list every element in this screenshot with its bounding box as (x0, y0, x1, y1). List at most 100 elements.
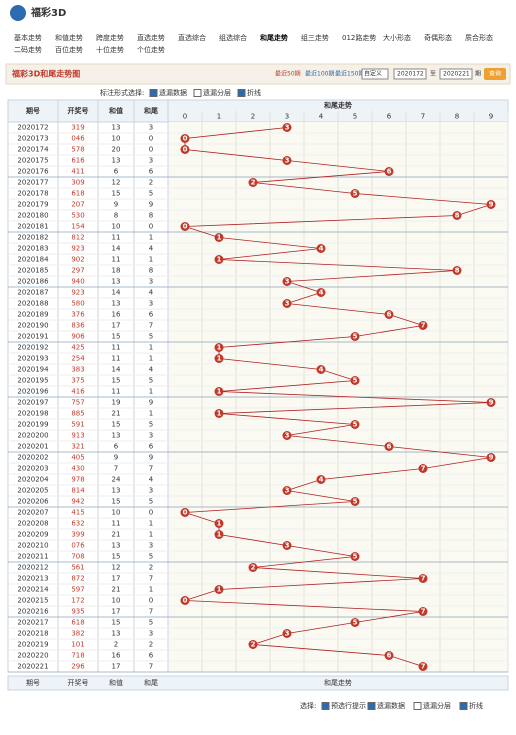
range-link[interactable]: 最近50期 (275, 70, 301, 78)
cell: 15 (112, 190, 121, 198)
nav-link[interactable]: 组选综合 (219, 33, 247, 42)
checkbox[interactable] (321, 702, 330, 710)
tail-ball-label: 7 (421, 465, 426, 473)
nav-link[interactable]: 直选综合 (178, 33, 206, 42)
cell: 597 (71, 586, 84, 594)
cell: 5 (149, 377, 153, 385)
digit-header: 7 (421, 113, 425, 121)
tail-ball-label: 1 (217, 520, 222, 528)
nav-link[interactable]: 质合形态 (465, 33, 493, 42)
range-link[interactable]: 最近150期 (335, 70, 364, 78)
tail-ball (214, 585, 224, 594)
cell: 5 (149, 333, 153, 341)
cell: 2020216 (17, 608, 49, 616)
to-input[interactable] (439, 68, 473, 80)
cell: 7 (149, 465, 153, 473)
cell: 580 (71, 300, 84, 308)
nav-link[interactable]: 基本走势 (14, 33, 42, 42)
query-label: 查询 (489, 70, 501, 78)
tail-ball (248, 563, 258, 572)
cell: 6 (149, 443, 154, 451)
cell: 3 (149, 278, 153, 286)
cell: 591 (71, 421, 84, 429)
cell: 2020217 (17, 619, 48, 627)
nav-link[interactable]: 组三走势 (301, 33, 329, 42)
tail-ball-label: 0 (183, 509, 188, 517)
nav-link[interactable]: 十位走势 (96, 45, 124, 54)
tail-ball-label: 5 (353, 333, 358, 341)
select-box[interactable] (361, 68, 389, 80)
cell: 1 (149, 586, 153, 594)
digit-header: 3 (285, 113, 289, 121)
query-button[interactable] (484, 68, 506, 80)
footer-column-header: 和尾 (144, 678, 158, 687)
nav-link[interactable]: 大小形态 (383, 33, 411, 42)
cell: 11 (112, 520, 121, 528)
cell: 15 (112, 553, 121, 561)
nav-link[interactable]: 和尾走势 (259, 33, 288, 42)
tail-ball-label: 8 (455, 212, 460, 220)
cell: 3 (149, 157, 153, 165)
checkbox[interactable] (367, 702, 376, 710)
cell: 2020189 (17, 311, 48, 319)
digit-header: 1 (217, 113, 221, 121)
cell: 2020199 (17, 421, 48, 429)
tail-ball (350, 376, 360, 385)
cell: 4 (149, 476, 154, 484)
cell: 11 (112, 256, 121, 264)
cell: 913 (71, 432, 84, 440)
cell: 2020192 (17, 344, 48, 352)
cell: 935 (71, 608, 84, 616)
checkbox-label: 遗漏分层 (203, 88, 231, 97)
nav-link[interactable]: 百位走势 (55, 45, 83, 54)
cell: 12 (112, 564, 121, 572)
nav-link[interactable]: 012路走势 (342, 33, 376, 42)
tail-ball (180, 508, 190, 517)
range-link[interactable]: 最近100期 (305, 70, 334, 78)
cell: 2020213 (17, 575, 48, 583)
cell: 21 (112, 410, 121, 418)
tail-ball-label: 6 (387, 443, 392, 451)
tail-ball (452, 211, 462, 220)
cell: 632 (71, 520, 84, 528)
nav-link[interactable]: 奇偶形态 (424, 33, 452, 42)
checkbox[interactable] (459, 702, 468, 710)
cell: 19 (112, 399, 121, 407)
cell: 3 (149, 432, 153, 440)
checkbox[interactable] (193, 89, 202, 97)
column-header: 和值 (108, 106, 123, 115)
tail-ball-label: 6 (387, 168, 392, 176)
tail-ball-label: 1 (217, 388, 222, 396)
checkbox[interactable] (413, 702, 422, 710)
cell: 9 (114, 454, 118, 462)
tail-ball (350, 189, 360, 198)
column-header: 期号 (26, 106, 40, 115)
footer-column-header: 和值 (109, 678, 123, 687)
nav-link[interactable]: 直选走势 (137, 33, 165, 42)
cell: 2020208 (17, 520, 48, 528)
cell: 1 (149, 234, 153, 242)
cell: 154 (71, 223, 85, 231)
cell: 13 (112, 432, 121, 440)
checkbox[interactable] (237, 89, 246, 97)
tail-ball-label: 3 (285, 300, 290, 308)
nav-link[interactable]: 跨度走势 (96, 33, 124, 42)
from-input[interactable] (393, 68, 427, 80)
nav-link[interactable]: 和值走势 (55, 33, 83, 42)
cell: 7 (114, 465, 118, 473)
cell: 7 (149, 322, 153, 330)
tail-ball (214, 343, 224, 352)
cell: 382 (71, 630, 84, 638)
cell: 2020218 (17, 630, 48, 638)
cell: 2020215 (17, 597, 48, 605)
tail-ball-label: 5 (353, 377, 358, 385)
cell: 16 (112, 311, 121, 319)
checkbox[interactable] (149, 89, 158, 97)
nav-link[interactable]: 二码走势 (14, 45, 42, 54)
cell: 2020197 (17, 399, 48, 407)
cell: 207 (71, 201, 84, 209)
cell: 16 (112, 652, 121, 660)
cell: 6 (114, 443, 119, 451)
nav-link[interactable]: 个位走势 (137, 45, 165, 54)
logo: 福彩3D (30, 6, 66, 19)
